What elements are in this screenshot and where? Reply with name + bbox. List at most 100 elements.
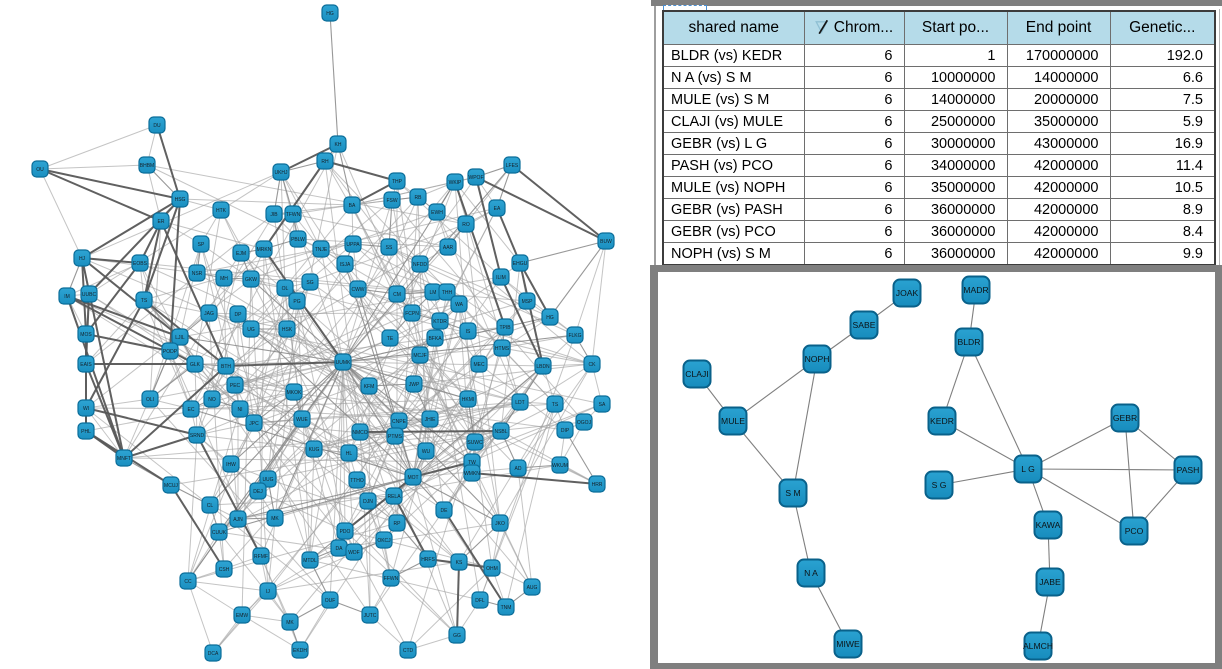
svg-text:JHIE: JHIE [425, 417, 437, 423]
svg-text:KAWA: KAWA [1036, 520, 1061, 530]
svg-text:DU: DU [153, 123, 161, 129]
svg-text:DP: DP [235, 312, 243, 318]
svg-text:IS: IS [466, 329, 471, 335]
svg-text:KS: KS [456, 560, 463, 566]
svg-text:CWW: CWW [351, 287, 364, 293]
svg-text:EA: EA [494, 206, 501, 212]
svg-text:CC: CC [184, 579, 192, 585]
svg-text:TPIB: TPIB [499, 325, 511, 331]
svg-text:SRND: SRND [190, 433, 205, 439]
svg-text:BTH: BTH [221, 364, 231, 370]
svg-text:LBDN: LBDN [536, 364, 550, 370]
svg-text:WUE: WUE [296, 417, 308, 423]
svg-text:CUUK: CUUK [212, 530, 227, 536]
svg-text:TS: TS [141, 298, 148, 304]
svg-text:JAG: JAG [204, 311, 214, 317]
svg-text:NFDD: NFDD [413, 262, 427, 268]
svg-text:JUTC: JUTC [364, 613, 377, 619]
svg-text:RB: RB [415, 195, 423, 201]
svg-text:ALMCH: ALMCH [1023, 641, 1053, 651]
svg-text:TE: TE [387, 336, 394, 342]
svg-text:WMKN: WMKN [464, 471, 480, 477]
svg-text:NSR: NSR [192, 271, 203, 277]
svg-text:PG: PG [293, 299, 300, 305]
svg-text:TNJE: TNJE [315, 247, 328, 253]
svg-text:JOAK: JOAK [896, 288, 919, 298]
svg-text:KEDR: KEDR [930, 416, 954, 426]
svg-text:HTMS: HTMS [495, 346, 510, 352]
svg-text:JKO: JKO [495, 521, 505, 527]
svg-text:OL: OL [282, 286, 289, 292]
svg-text:HJ: HJ [79, 256, 86, 262]
svg-text:CSH: CSH [219, 567, 230, 573]
svg-text:KUG: KUG [309, 447, 320, 453]
svg-text:RO: RO [462, 222, 470, 228]
svg-text:MTDL: MTDL [303, 558, 317, 564]
svg-text:AJN: AJN [233, 517, 243, 523]
svg-text:CK: CK [589, 362, 597, 368]
svg-text:MK: MK [286, 620, 294, 626]
svg-text:PDO: PDO [340, 529, 351, 535]
svg-text:MIWE: MIWE [836, 639, 860, 649]
svg-text:DIP: DIP [561, 428, 570, 434]
svg-text:L G: L G [1021, 464, 1035, 474]
svg-text:TW: TW [468, 460, 476, 466]
svg-text:PHL: PHL [81, 429, 91, 435]
svg-text:UPPA: UPPA [346, 242, 360, 248]
svg-text:EKDH: EKDH [293, 648, 307, 654]
svg-text:MSP: MSP [522, 299, 534, 305]
svg-text:KH: KH [335, 142, 342, 148]
svg-text:BUW: BUW [600, 239, 612, 245]
svg-text:MCJF: MCJF [413, 353, 426, 359]
svg-text:MEC: MEC [473, 362, 485, 368]
svg-text:JIB: JIB [270, 212, 278, 218]
svg-text:FFWN: FFWN [384, 576, 399, 582]
svg-text:SP: SP [198, 242, 205, 248]
svg-text:NMCO: NMCO [352, 430, 367, 436]
svg-text:TTHO: TTHO [350, 478, 364, 484]
svg-text:ER: ER [158, 219, 165, 225]
svg-text:IHW: IHW [226, 462, 236, 468]
svg-text:SS: SS [386, 245, 393, 251]
svg-text:JABE: JABE [1039, 577, 1061, 587]
svg-text:UG: UG [247, 327, 255, 333]
svg-text:UKHJ: UKHJ [274, 170, 288, 176]
svg-text:OU: OU [36, 167, 44, 173]
svg-text:MCUJ: MCUJ [164, 483, 178, 489]
svg-text:RELA: RELA [387, 494, 401, 500]
svg-text:AAR: AAR [443, 245, 454, 251]
svg-text:OUF: OUF [325, 598, 336, 604]
svg-text:RFMF: RFMF [254, 554, 268, 560]
svg-text:S M: S M [785, 488, 800, 498]
svg-text:DE: DE [441, 508, 449, 514]
svg-text:LFES: LFES [506, 163, 519, 169]
svg-text:PEC: PEC [230, 383, 241, 389]
svg-text:JWP: JWP [409, 382, 420, 388]
svg-text:DCA: DCA [208, 651, 219, 657]
svg-text:DJN: DJN [363, 499, 373, 505]
svg-text:EC: EC [188, 407, 195, 413]
svg-text:PASH: PASH [1177, 465, 1200, 475]
svg-text:HG: HG [326, 11, 334, 17]
svg-text:NI: NI [238, 407, 243, 413]
svg-text:HSG: HSG [175, 197, 186, 203]
svg-text:MNFT: MNFT [117, 456, 131, 462]
svg-text:DFL: DFL [475, 598, 485, 604]
svg-text:MULE: MULE [721, 416, 745, 426]
svg-text:SABE: SABE [853, 320, 876, 330]
svg-text:BLDR: BLDR [958, 337, 981, 347]
svg-text:EMW: EMW [236, 613, 249, 619]
svg-text:CL: CL [207, 503, 214, 509]
svg-text:MRKN: MRKN [257, 247, 272, 253]
svg-text:MOS: MOS [80, 332, 92, 338]
svg-text:KFM: KFM [364, 384, 375, 390]
svg-text:OKCJ: OKCJ [377, 538, 391, 544]
svg-text:PTMS: PTMS [388, 434, 403, 440]
svg-text:MKOK: MKOK [287, 390, 302, 396]
svg-text:EAIS: EAIS [80, 362, 92, 368]
svg-text:HTK: HTK [216, 208, 227, 214]
svg-text:UUG: UUG [262, 477, 273, 483]
svg-text:N A: N A [804, 568, 818, 578]
svg-text:GG: GG [453, 633, 461, 639]
svg-text:HRFS: HRFS [421, 557, 435, 563]
